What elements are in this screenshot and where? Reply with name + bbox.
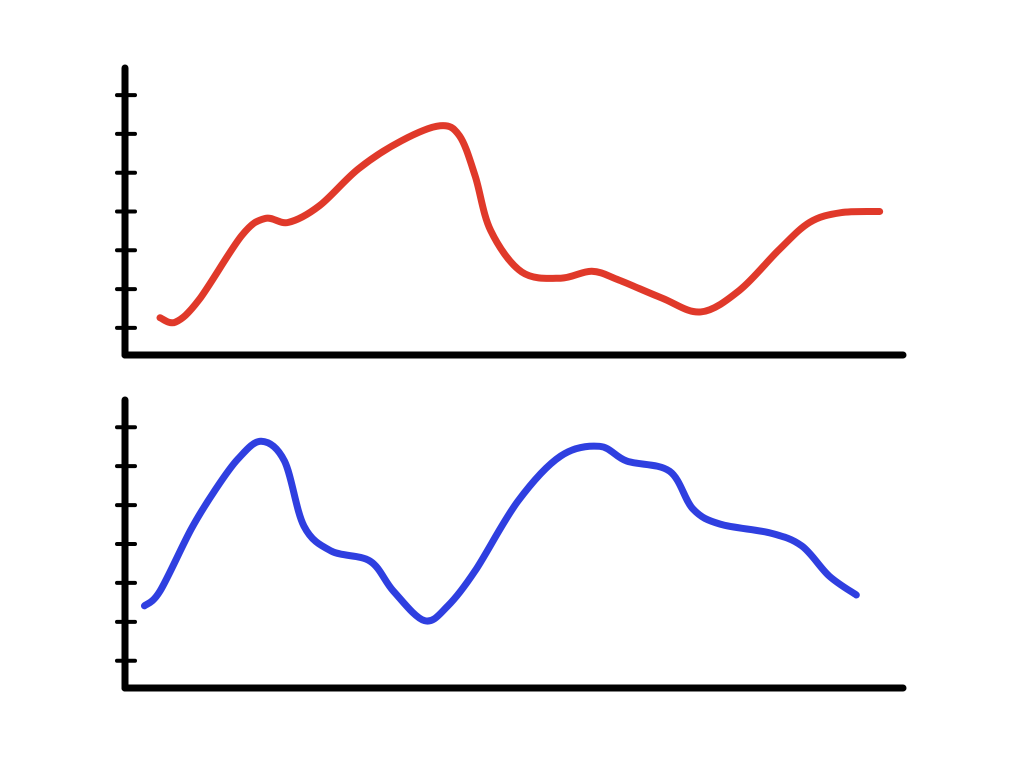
data-line — [156, 122, 884, 327]
data-line — [140, 437, 860, 625]
